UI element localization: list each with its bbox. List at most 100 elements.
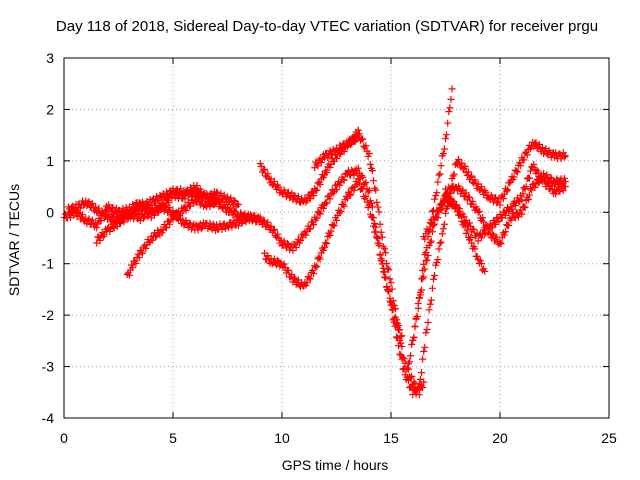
data-point	[433, 189, 441, 197]
data-point	[470, 225, 478, 233]
data-point	[534, 168, 542, 176]
data-point	[315, 253, 323, 261]
data-point	[95, 204, 103, 212]
data-point	[319, 204, 327, 212]
data-point	[326, 147, 334, 155]
data-point	[354, 134, 362, 142]
data-point	[422, 329, 430, 337]
data-point	[132, 209, 140, 217]
data-point	[501, 211, 509, 219]
data-point	[423, 326, 431, 334]
data-point	[408, 341, 416, 349]
x-tick-label: 10	[274, 430, 290, 446]
data-point	[463, 226, 471, 234]
data-point	[374, 203, 382, 211]
data-point	[419, 274, 427, 282]
data-point	[399, 353, 407, 361]
data-point	[291, 275, 299, 283]
data-point	[310, 192, 318, 200]
data-point	[467, 234, 475, 242]
data-point	[290, 191, 298, 199]
data-point	[407, 352, 415, 360]
data-point	[264, 252, 272, 260]
data-point	[515, 197, 523, 205]
data-point	[438, 230, 446, 238]
data-point	[527, 185, 535, 193]
data-point	[326, 195, 334, 203]
data-point	[380, 245, 388, 253]
data-point	[555, 181, 563, 189]
data-point	[385, 266, 393, 274]
data-point	[524, 195, 532, 203]
data-point	[182, 207, 190, 215]
data-point	[435, 171, 443, 179]
data-point	[376, 220, 384, 228]
data-point	[560, 153, 568, 161]
data-point	[468, 239, 476, 247]
data-point	[532, 139, 540, 147]
data-point	[375, 208, 383, 216]
data-point	[359, 185, 367, 193]
data-point	[158, 200, 166, 208]
data-point	[84, 199, 92, 207]
data-point	[535, 140, 543, 148]
data-point	[428, 284, 436, 292]
series-track-4	[123, 193, 221, 279]
data-point	[395, 321, 403, 329]
data-point	[329, 189, 337, 197]
chart-title: Day 118 of 2018, Sidereal Day-to-day VTE…	[56, 18, 598, 35]
data-point	[431, 216, 439, 224]
data-point	[354, 164, 362, 172]
data-point	[438, 202, 446, 210]
data-point	[166, 220, 174, 228]
data-point	[191, 193, 199, 201]
data-point	[85, 215, 93, 223]
data-point	[373, 198, 381, 206]
data-point	[469, 197, 477, 205]
data-point	[166, 204, 174, 212]
data-point	[206, 190, 214, 198]
data-point	[316, 255, 324, 263]
data-point	[398, 332, 406, 340]
data-point	[354, 175, 362, 183]
data-point	[525, 191, 533, 199]
data-point	[534, 179, 542, 187]
data-point	[464, 193, 472, 201]
data-point	[458, 187, 466, 195]
data-point	[88, 200, 96, 208]
data-point	[132, 259, 140, 267]
data-point	[314, 162, 322, 170]
data-point	[379, 264, 387, 272]
data-point	[421, 235, 429, 243]
data-point	[144, 202, 152, 210]
data-point	[530, 161, 538, 169]
data-point	[365, 186, 373, 194]
data-point	[366, 160, 374, 168]
data-point	[365, 201, 373, 209]
data-point	[224, 193, 231, 201]
data-point	[475, 207, 483, 215]
data-point	[339, 175, 347, 183]
x-tick-label: 0	[60, 430, 68, 446]
data-point	[230, 196, 238, 204]
data-point	[506, 179, 514, 187]
data-point	[174, 191, 182, 199]
data-point	[316, 210, 324, 218]
plot-frame	[63, 57, 610, 419]
data-point	[388, 285, 396, 293]
data-point	[117, 219, 125, 227]
y-tick-label: 0	[46, 204, 54, 220]
data-point	[449, 172, 457, 180]
data-point	[277, 236, 285, 244]
data-point	[392, 333, 400, 341]
data-point	[259, 166, 267, 174]
data-point	[499, 195, 507, 203]
data-point	[455, 156, 463, 164]
data-point	[442, 209, 449, 217]
data-point	[135, 254, 143, 262]
data-point	[453, 204, 461, 212]
data-point	[421, 265, 429, 273]
data-point	[510, 173, 518, 181]
data-point	[426, 239, 434, 247]
data-point	[261, 217, 269, 225]
